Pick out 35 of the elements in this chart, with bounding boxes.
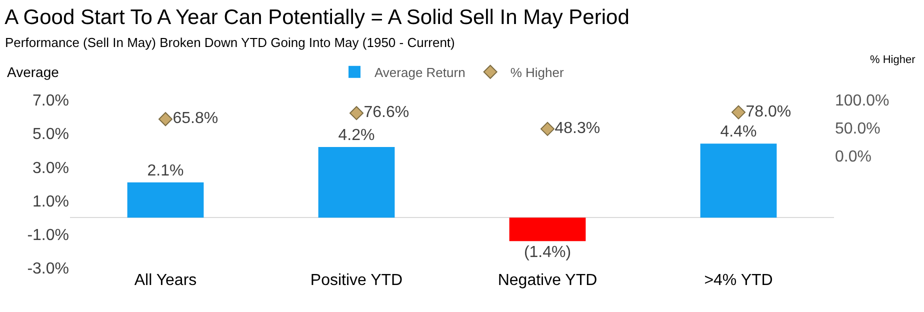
y2-tick-label: 50.0% <box>835 120 880 138</box>
point <box>540 122 554 136</box>
data-label: 76.6% <box>364 104 410 122</box>
data-label: 65.8% <box>172 110 218 128</box>
y-tick-label: 5.0% <box>32 126 69 144</box>
x-tick-label: Negative YTD <box>498 272 598 289</box>
x-tick-label: >4% YTD <box>704 272 773 289</box>
y-tick-label: 3.0% <box>32 160 69 177</box>
bar <box>700 144 777 218</box>
y2-tick-label: 0.0% <box>835 148 872 166</box>
y-tick-label: -1.0% <box>27 227 69 244</box>
bar <box>127 182 204 218</box>
y-tick-label: 1.0% <box>32 193 69 210</box>
data-label: 48.3% <box>554 120 600 137</box>
point <box>350 106 364 120</box>
chart-subtitle: Performance (Sell In May) Broken Down YTD Going Into May (1950 - Current) <box>5 35 455 50</box>
data-label: 4.2% <box>338 127 375 144</box>
chart-title: A Good Start To A Year Can Potentially = A Solid Sell In May Period <box>4 6 630 30</box>
data-label: 78.0% <box>746 103 792 120</box>
legend-label: % Higher <box>510 64 564 80</box>
y2-axis-title: % Higher <box>870 54 916 66</box>
y-tick-label: 7.0% <box>32 92 69 110</box>
y-axis-title: Average <box>7 64 60 80</box>
bar <box>318 147 395 218</box>
point <box>158 112 172 126</box>
x-tick-label: Positive YTD <box>310 272 403 289</box>
x-tick-label: All Years <box>134 272 197 289</box>
data-label: 2.1% <box>147 162 184 180</box>
bar <box>509 218 586 242</box>
point <box>732 105 746 120</box>
data-label: 4.4% <box>720 124 757 141</box>
y-tick-label: -3.0% <box>27 260 69 278</box>
data-label: (1.4%) <box>524 244 572 262</box>
legend-label: Average Return <box>374 64 466 80</box>
y2-tick-label: 100.0% <box>835 92 890 110</box>
